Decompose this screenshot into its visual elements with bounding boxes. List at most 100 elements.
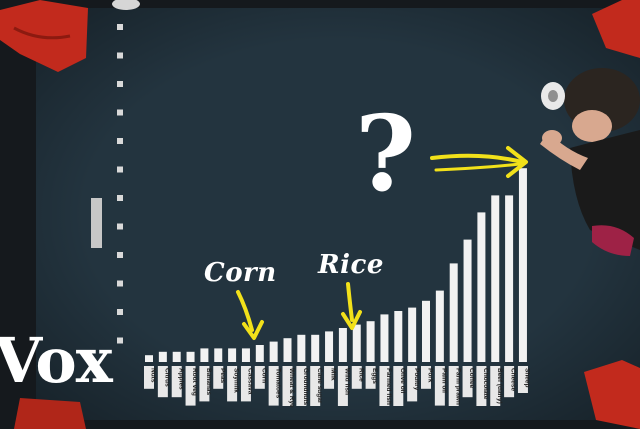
bar-label-tape-2 [171,366,182,398]
bar-1 [158,351,167,362]
bar-label-tape-10 [282,366,293,406]
bar-label-tape-0 [144,366,154,389]
bar-2 [172,351,181,362]
bars [145,168,527,362]
y-tick-3 [117,109,123,116]
question-mark-graphic: ? [355,92,416,215]
bar-label-23: Coffee [468,368,475,389]
bar-labels: Nuts Citrus Apples Root veg Bananas Peas Soymi… [144,366,531,408]
bar-label-12: Cane sugar [316,368,323,404]
bar-11 [297,334,306,362]
y-tick-5 [117,166,123,173]
bar-label-tape-17 [379,366,390,406]
bar-label-tape-26 [504,366,515,398]
bar-label-16: Eggs [371,368,378,384]
bar-label-26: Cheese [510,368,517,392]
bar-label-1: Citrus [163,368,170,387]
bar-7 [241,348,250,362]
bar-label-21: Palm oil [440,368,447,393]
y-tick-7 [117,223,123,230]
bar-label-25: Beef (dairy) [496,368,503,404]
bar-16 [366,321,375,362]
bar-10 [283,338,292,362]
arrow-to-corn [236,290,264,340]
bar-label-5: Peas [219,368,226,384]
bar-label-19: Poultry [413,368,420,391]
bar-label-tape-16 [365,366,376,389]
y-tick-8 [117,252,123,258]
bar-label-tape-18 [393,366,404,406]
bar-15 [352,324,361,362]
bag-top-right [592,0,640,58]
y-tick-9 [117,280,123,287]
bar-label-13: Milk [330,368,337,381]
bar-label-2: Apples [177,368,184,390]
y-tick-4 [117,138,123,144]
bar-20 [422,300,430,362]
bar-label-17: Farmed fish [385,368,392,405]
arrow-to-rice [341,282,362,330]
arrow-to-sheep [430,146,528,178]
bar-17 [380,314,389,362]
bar-label-tape-1 [157,366,168,398]
bar-label-6: Soymilk [233,368,240,393]
bar-13 [325,331,334,362]
person-face [572,110,612,142]
bar-27 [518,168,527,362]
bar-label-4: Bananas [205,368,212,395]
person-shirt [570,130,640,250]
y-axis-ticks [117,24,123,344]
bar-label-tape-11 [296,366,307,406]
axis-label-strip [91,198,102,248]
y-tick-2 [117,81,123,87]
bar-22 [449,263,458,362]
bar-label-15: Rice [357,368,364,382]
bar-0 [145,355,153,362]
bar-label-22: Farm prawn [454,368,461,405]
bag-bottom-left [14,398,86,429]
bar-8 [255,345,264,362]
bar-26 [505,195,514,362]
bar-label-tape-23 [462,366,473,398]
bar-label-10: Wheat & Rye [288,368,295,408]
bar-label-tape-7 [240,366,251,402]
bar-label-tape-21 [434,366,445,406]
bar-label-tape-20 [421,366,431,389]
bar-label-tape-25 [490,366,501,406]
bar-label-tape-13 [324,366,335,389]
tape-roll-top [112,0,140,10]
bar-4 [200,348,209,362]
bar-25 [491,195,500,362]
bar-label-tape-6 [227,366,238,402]
board-shading [36,8,640,420]
bar-label-tape-5 [213,366,224,389]
bar-9 [269,341,278,362]
bar-label-tape-14 [337,366,348,406]
bar-24 [477,212,486,362]
bag-top-left-fold [13,26,71,40]
bar-label-20: Pork [427,368,434,383]
bag-bottom-right [584,360,640,429]
bar-label-tape-27 [517,366,528,393]
bar-label-3: Root veg [191,368,198,396]
bar-label-14: Wild fish [344,368,351,395]
bar-label-tape-22 [448,366,459,406]
person-hand [542,130,562,146]
person [540,68,640,256]
y-tick-11 [117,337,123,344]
rice-annotation: Rice [318,250,384,280]
vox-logo: Vox [0,324,113,397]
bar-label-7: Cassava [247,368,254,395]
bar-5 [214,348,223,362]
bar-23 [463,239,472,362]
bar-label-tape-3 [185,366,196,406]
bar-label-tape-8 [254,366,265,389]
bar-label-9: Tomatoes [274,368,281,399]
bar-3 [186,351,195,362]
bar-label-27: Sheep [524,368,531,388]
bar-label-tape-4 [199,366,210,402]
bar-label-tape-24 [476,366,487,406]
bar-14 [338,328,347,362]
corn-annotation: Corn [204,258,277,288]
